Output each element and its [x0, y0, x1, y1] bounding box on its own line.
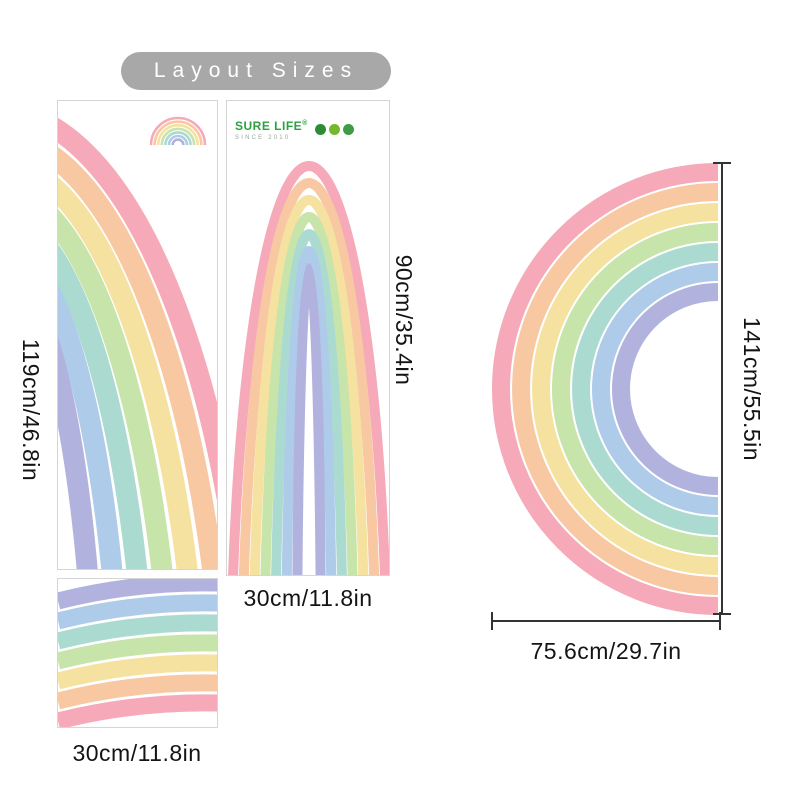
- rainbow-band: [58, 336, 98, 569]
- rainbow-band: [149, 116, 207, 146]
- width-dimension-tick-right: [719, 612, 721, 630]
- rainbow-band: [58, 694, 217, 727]
- rainbow-band: [260, 212, 358, 575]
- left-sheet-arc: [58, 116, 217, 569]
- left-sheet-main: [57, 100, 218, 570]
- rainbow-band: [238, 178, 380, 575]
- rainbow-band: [612, 283, 719, 495]
- assembled-height-label: 141cm/55.5in: [739, 316, 765, 462]
- rainbow-band: [58, 614, 217, 650]
- rainbow-band: [249, 195, 369, 575]
- round-stamp-icons: [314, 123, 354, 135]
- brand-name-text: SURE LIFE: [235, 119, 303, 133]
- middle-sheet-width-label: 30cm/11.8in: [243, 585, 373, 611]
- rainbow-band: [228, 161, 389, 575]
- middle-sheet-height-label: 90cm/35.4in: [391, 254, 417, 386]
- middle-sheet: SURE LIFE® SINCE 2010: [226, 100, 390, 576]
- brand-text-block: SURE LIFE® SINCE 2010: [235, 117, 308, 142]
- stamp-icon: [314, 123, 326, 135]
- left-sheet-height-label: 119cm/46.8in: [18, 338, 44, 482]
- rainbow-band: [153, 120, 203, 146]
- rainbow-band: [292, 263, 326, 575]
- title-badge-label: Layout Sizes: [153, 59, 359, 82]
- rainbow-band: [58, 244, 148, 569]
- rainbow-band: [58, 579, 217, 610]
- left-sheet-strip-stripes: [58, 579, 217, 727]
- rainbow-band: [58, 284, 123, 569]
- rainbow-band: [156, 123, 200, 146]
- small-rainbow-icon: [149, 116, 207, 146]
- rainbow-band: [58, 594, 217, 630]
- height-dimension-tick-bottom: [713, 613, 731, 615]
- left-sheet-strip: [57, 578, 218, 728]
- rainbow-band: [492, 163, 719, 615]
- rainbow-band: [58, 209, 173, 569]
- registered-mark: ®: [302, 120, 308, 127]
- width-dimension-line: [492, 620, 720, 622]
- rainbow-band: [271, 229, 347, 575]
- height-dimension-tick-top: [713, 162, 731, 164]
- rainbow-band: [58, 654, 217, 690]
- brand-logo: SURE LIFE® SINCE 2010: [235, 107, 383, 151]
- width-dimension-tick-left: [491, 612, 493, 630]
- rainbow-band: [592, 263, 719, 515]
- rainbow-band: [572, 243, 719, 535]
- stamp-icon: [342, 123, 354, 135]
- brand-name: SURE LIFE®: [235, 117, 308, 133]
- assembled-rainbow: [492, 163, 719, 615]
- rainbow-band: [58, 634, 217, 670]
- rainbow-band: [512, 183, 719, 595]
- rainbow-band: [171, 138, 185, 146]
- middle-sheet-arch: [228, 161, 389, 575]
- title-badge: Layout Sizes: [121, 52, 391, 90]
- rainbow-band: [58, 118, 217, 502]
- rainbow-band: [160, 127, 196, 146]
- rainbow-band: [532, 203, 719, 575]
- rainbow-band: [552, 223, 719, 555]
- rainbow-band: [167, 134, 189, 146]
- assembled-width-label: 75.6cm/29.7in: [530, 638, 682, 664]
- stamp-icon: [328, 123, 340, 135]
- rainbow-band: [58, 147, 217, 569]
- rainbow-band: [58, 177, 198, 569]
- brand-tagline: SINCE 2010: [235, 135, 291, 141]
- rainbow-band: [58, 674, 217, 710]
- left-sheet-width-label: 30cm/11.8in: [72, 740, 202, 766]
- rainbow-band: [164, 131, 192, 146]
- height-dimension-line: [721, 163, 723, 615]
- rainbow-band: [281, 246, 337, 575]
